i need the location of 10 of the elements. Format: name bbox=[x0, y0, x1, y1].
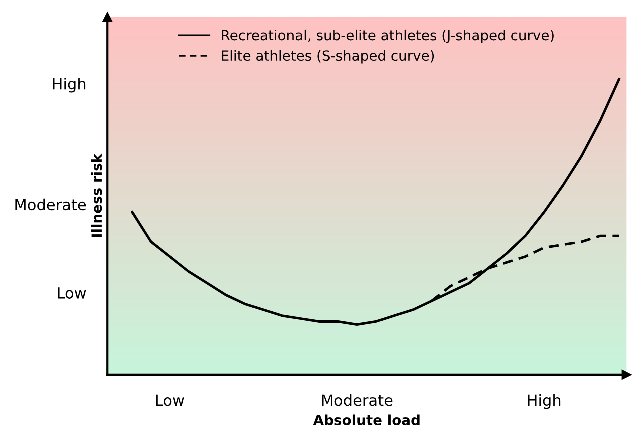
x-tick-label: Moderate bbox=[322, 394, 393, 406]
x-axis-title: Absolute load bbox=[313, 414, 420, 426]
y-axis-title: Illness risk bbox=[91, 154, 102, 238]
text: Moderate bbox=[16, 198, 86, 211]
text: High bbox=[53, 78, 86, 93]
legend-label: Elite athletes (S-shaped curve) bbox=[222, 50, 434, 64]
x-tick-label: Low bbox=[156, 394, 184, 406]
text: Low bbox=[58, 288, 86, 299]
x-tick-label: High bbox=[528, 394, 561, 410]
legend-label: Recreational, sub-elite athletes (J-shaped curve) bbox=[222, 30, 554, 44]
